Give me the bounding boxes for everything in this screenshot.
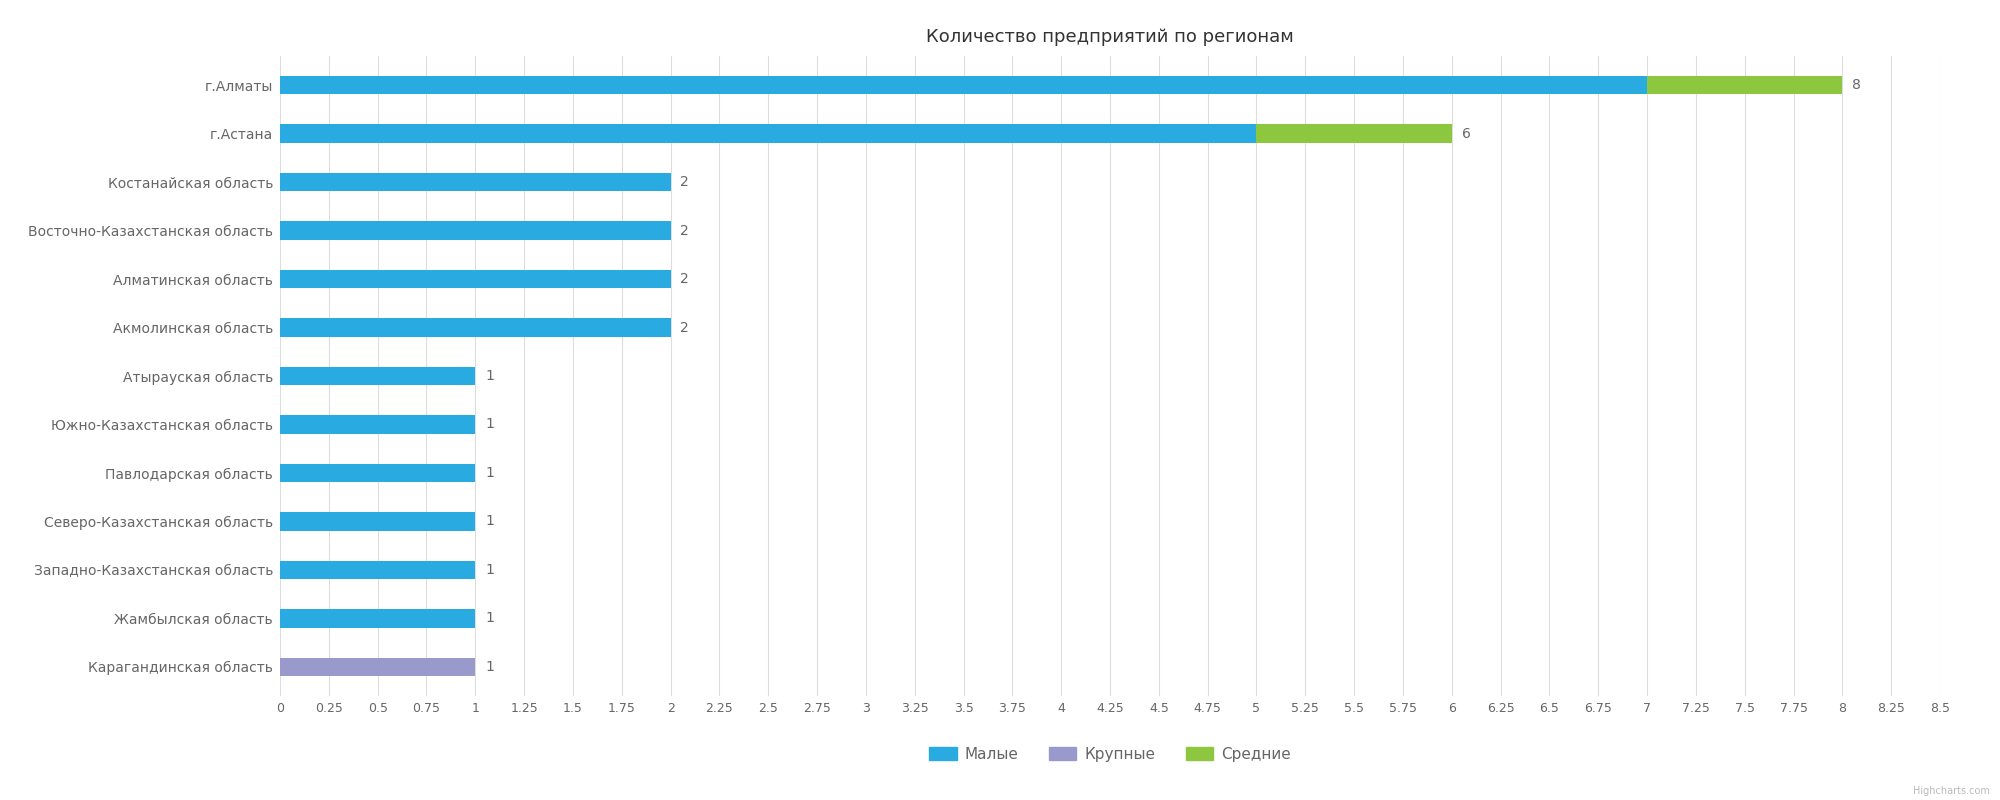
Bar [280, 512, 476, 530]
Text: 1: 1 [486, 369, 494, 383]
Bar [280, 366, 476, 386]
Bar [1256, 124, 1452, 142]
Bar [280, 270, 670, 288]
Legend: Малые, Крупные, Средние: Малые, Крупные, Средние [924, 741, 1296, 768]
Text: 1: 1 [486, 466, 494, 480]
Text: 2: 2 [680, 272, 690, 286]
Bar [280, 124, 1256, 142]
Text: 1: 1 [486, 563, 494, 577]
Title: Количество предприятий по регионам: Количество предприятий по регионам [926, 28, 1294, 46]
Text: 6: 6 [1462, 126, 1470, 141]
Bar [280, 415, 476, 434]
Text: Highcharts.com: Highcharts.com [1914, 786, 1990, 796]
Text: 1: 1 [486, 514, 494, 529]
Text: 2: 2 [680, 223, 690, 238]
Bar [280, 464, 476, 482]
Text: 8: 8 [1852, 78, 1860, 92]
Bar [280, 318, 670, 337]
Bar [280, 561, 476, 579]
Bar [280, 610, 476, 628]
Text: 1: 1 [486, 660, 494, 674]
Text: 1: 1 [486, 418, 494, 431]
Bar [280, 173, 670, 191]
Bar [280, 222, 670, 240]
Text: 1: 1 [486, 611, 494, 626]
Bar [280, 658, 476, 676]
Text: 2: 2 [680, 321, 690, 334]
Bar [280, 76, 1648, 94]
Text: 2: 2 [680, 175, 690, 189]
Bar [1648, 76, 1842, 94]
